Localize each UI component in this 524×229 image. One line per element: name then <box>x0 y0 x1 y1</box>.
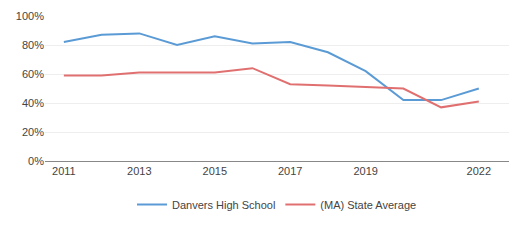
svg-text:(MA) State Average: (MA) State Average <box>320 199 416 211</box>
svg-text:2011: 2011 <box>52 165 76 177</box>
svg-text:2013: 2013 <box>127 165 151 177</box>
svg-text:0%: 0% <box>28 155 44 167</box>
svg-text:100%: 100% <box>16 10 44 22</box>
svg-text:2015: 2015 <box>203 165 227 177</box>
svg-text:2022: 2022 <box>467 165 491 177</box>
svg-text:20%: 20% <box>22 126 44 138</box>
svg-text:Danvers High School: Danvers High School <box>172 199 275 211</box>
svg-text:60%: 60% <box>22 68 44 80</box>
svg-text:40%: 40% <box>22 97 44 109</box>
svg-text:80%: 80% <box>22 39 44 51</box>
svg-text:2017: 2017 <box>278 165 302 177</box>
svg-text:2019: 2019 <box>353 165 377 177</box>
